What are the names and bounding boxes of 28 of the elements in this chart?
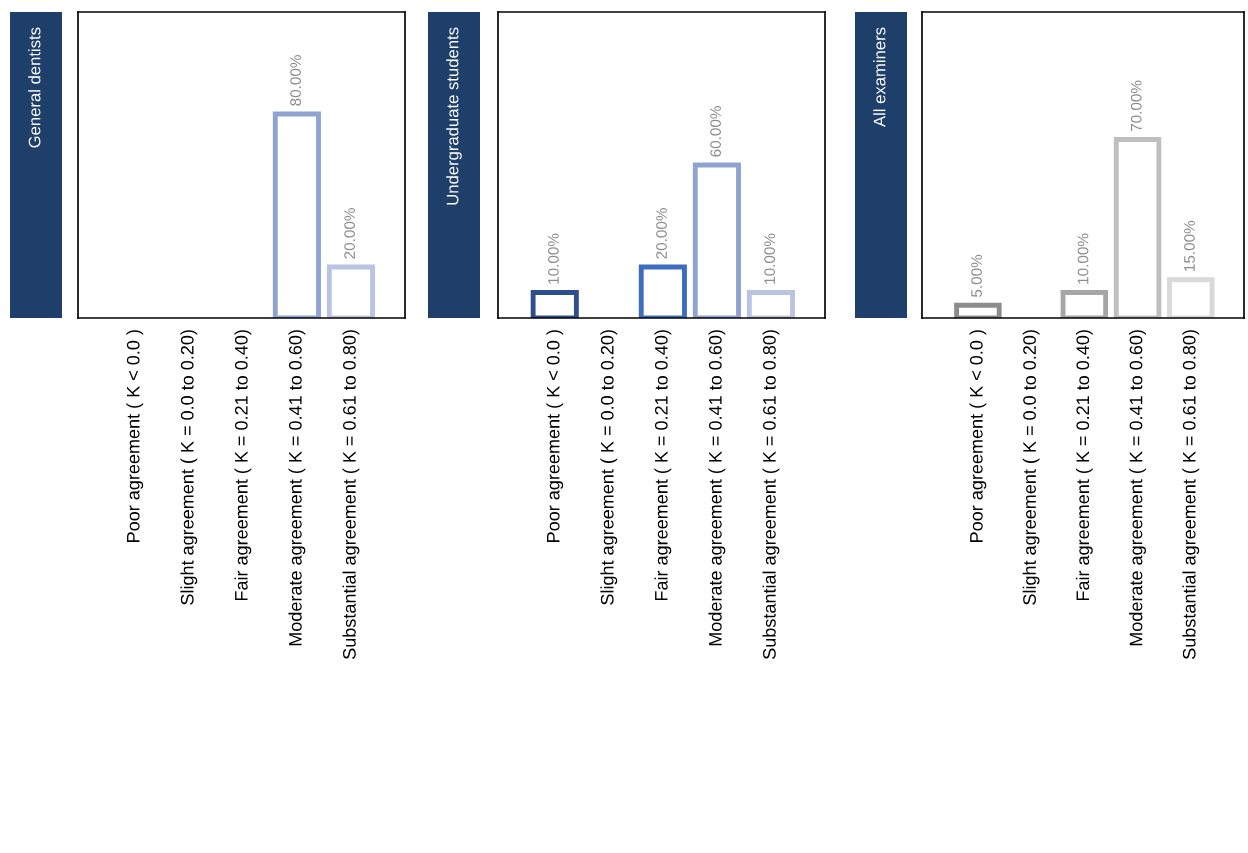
text: All examiners [873,27,886,127]
text: General dentists [28,27,41,148]
x-tick-label: Substantial agreement ( K = 0.61 to 0.80) [762,330,780,659]
data-label: 70.00% [1130,80,1142,132]
data-label: 20.00% [344,208,356,259]
x-tick-label: Substantial agreement ( K = 0.61 to 0.80) [342,330,360,659]
data-label: 15.00% [1184,220,1195,271]
x-tick-label: Fair agreement ( K = 0.21 to 0.40) [234,330,252,601]
data-label: 5.00% [971,254,982,297]
text: Undergraduate students [446,27,462,205]
x-tick-label: Fair agreement ( K = 0.21 to 0.40) [654,330,672,601]
x-tick-label: Moderate agreement ( K = 0.41 to 0.60) [1129,330,1146,646]
x-tick-label: Poor agreement ( K < 0.0 ) [969,330,987,542]
x-tick-label: Substantial agreement ( K = 0.61 to 0.80) [1182,330,1200,659]
x-tick-label: Moderate agreement ( K = 0.41 to 0.60) [288,330,306,646]
x-tick-label: Fair agreement ( K = 0.21 to 0.40) [1075,330,1093,601]
x-tick-label: Slight agreement ( K = 0.0 to 0.20) [600,330,618,605]
x-tick-label: Poor agreement ( K < 0.0 ) [546,330,564,542]
data-label: 60.00% [710,106,721,157]
x-tick-label: Moderate agreement ( K = 0.41 to 0.60) [708,330,726,646]
data-label: 10.00% [548,233,559,284]
x-tick-label: Poor agreement ( K < 0.0 ) [126,330,144,542]
data-label: 10.00% [764,233,776,284]
data-label: 20.00% [656,208,667,259]
x-tick-label: Slight agreement ( K = 0.0 to 0.20) [1022,330,1040,605]
data-label: 10.00% [1077,233,1089,284]
data-label: 80.00% [290,55,301,106]
x-tick-label: Slight agreement ( K = 0.0 to 0.20) [180,330,198,605]
